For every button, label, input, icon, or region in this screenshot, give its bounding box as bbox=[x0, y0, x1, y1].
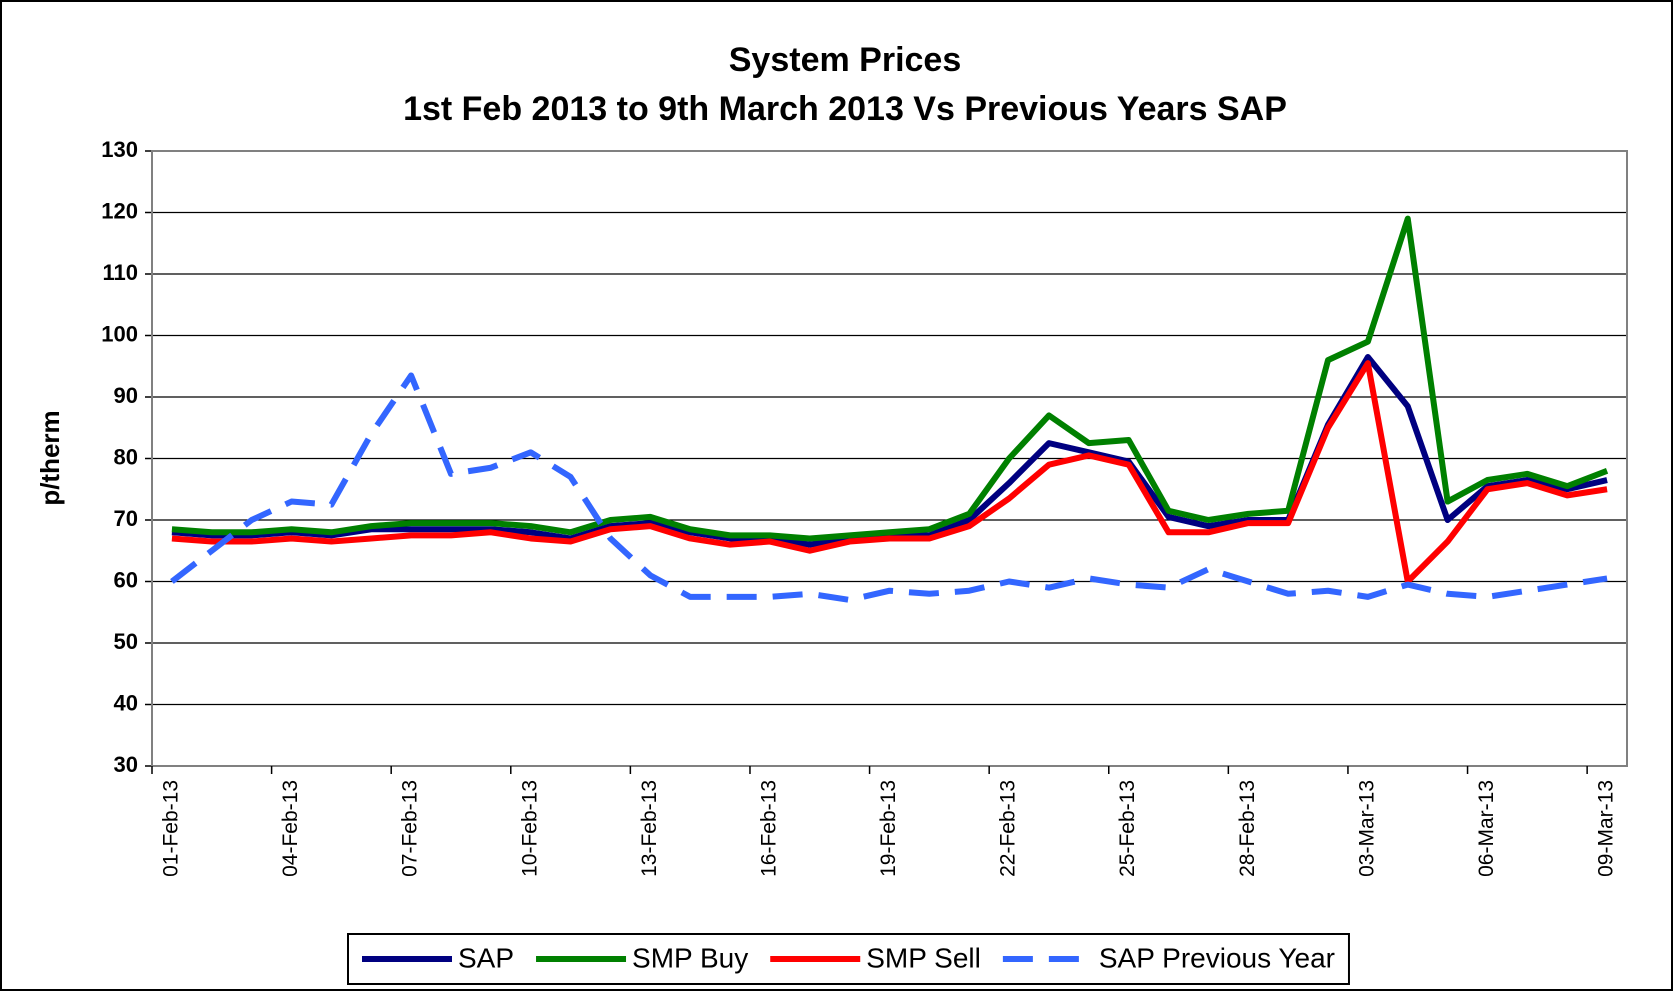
y-tick-label: 70 bbox=[114, 506, 138, 531]
x-tick-label: 06-Mar-13 bbox=[1475, 780, 1498, 877]
series-line bbox=[170, 372, 1608, 603]
y-tick-label: 100 bbox=[101, 321, 138, 346]
y-tick-label: 60 bbox=[114, 567, 138, 592]
x-tick-label: 07-Feb-13 bbox=[399, 780, 422, 877]
legend-label: SMP Buy bbox=[632, 942, 748, 973]
y-tick-label: 90 bbox=[114, 383, 138, 408]
x-tick-label: 03-Mar-13 bbox=[1355, 780, 1378, 877]
y-tick-label: 80 bbox=[114, 444, 138, 469]
y-tick-label: 110 bbox=[103, 260, 139, 285]
y-tick-label: 50 bbox=[114, 629, 138, 654]
series-line bbox=[171, 215, 1609, 542]
y-tick-label: 130 bbox=[101, 137, 138, 162]
plot-frame bbox=[151, 150, 1628, 767]
x-tick-label: 01-Feb-13 bbox=[159, 780, 182, 877]
x-tick-label: 04-Feb-13 bbox=[279, 780, 302, 877]
x-tick-label: 25-Feb-13 bbox=[1116, 780, 1139, 877]
series-line bbox=[171, 360, 1608, 585]
legend-label: SAP bbox=[458, 942, 514, 973]
legend-label: SAP Previous Year bbox=[1099, 942, 1335, 973]
x-tick-label: 28-Feb-13 bbox=[1236, 780, 1259, 877]
x-tick-label: 09-Mar-13 bbox=[1595, 780, 1618, 877]
chart-title: System Prices bbox=[729, 41, 962, 79]
series-line bbox=[171, 354, 1608, 548]
y-axis-label: p/therm bbox=[35, 410, 65, 505]
legend: SAP SMP Buy SMP Sell SAP Previous Year bbox=[347, 933, 1350, 985]
x-tick-label: 10-Feb-13 bbox=[518, 780, 541, 877]
x-tick-label: 16-Feb-13 bbox=[757, 780, 780, 877]
x-tick-label: 22-Feb-13 bbox=[997, 780, 1020, 877]
y-tick-label: 120 bbox=[101, 198, 138, 223]
x-tick-label: 19-Feb-13 bbox=[877, 780, 900, 877]
chart-subtitle: 1st Feb 2013 to 9th March 2013 Vs Previo… bbox=[403, 90, 1287, 128]
y-tick-label: 30 bbox=[114, 752, 138, 777]
y-tick-label: 40 bbox=[114, 690, 138, 715]
x-tick-label: 13-Feb-13 bbox=[638, 780, 661, 877]
legend-label: SMP Sell bbox=[866, 942, 981, 973]
